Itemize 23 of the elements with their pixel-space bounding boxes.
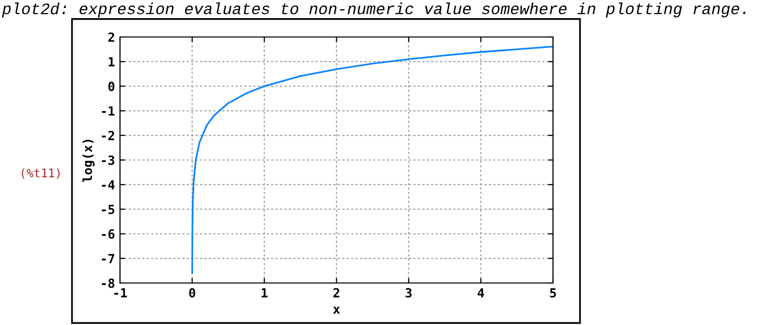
y-tick-label: -8 (102, 278, 114, 288)
text: (%t11) (22, 168, 60, 179)
y-tick-label: -4 (102, 180, 115, 190)
text: plot2d: expression evaluates to non-numeric value somewhere in plotting range. (2, 2, 746, 18)
x-tick-label: 5 (550, 288, 556, 298)
y-tick-label: -5 (102, 204, 114, 214)
x-tick-label: 1 (262, 288, 268, 298)
x-tick-label: 4 (478, 288, 484, 298)
y-tick-label: -2 (102, 130, 114, 140)
y-tick-label: -1 (102, 106, 115, 116)
x-axis-title: x (333, 306, 340, 314)
y-tick-label: 2 (108, 32, 114, 42)
x-tick-label: 3 (406, 288, 412, 298)
x-tick-label: 0 (189, 288, 196, 298)
y-tick-label: -6 (102, 229, 114, 239)
y-tick-label: 0 (108, 82, 114, 92)
x-tick-label: -1 (114, 288, 127, 298)
y-tick-label: 1 (108, 57, 115, 66)
y-tick-label: -7 (102, 254, 114, 264)
line-series (191, 46, 553, 274)
x-tick-label: 2 (333, 288, 340, 298)
y-axis-title: log(x) (82, 140, 95, 182)
y-tick-label: -3 (102, 155, 114, 165)
